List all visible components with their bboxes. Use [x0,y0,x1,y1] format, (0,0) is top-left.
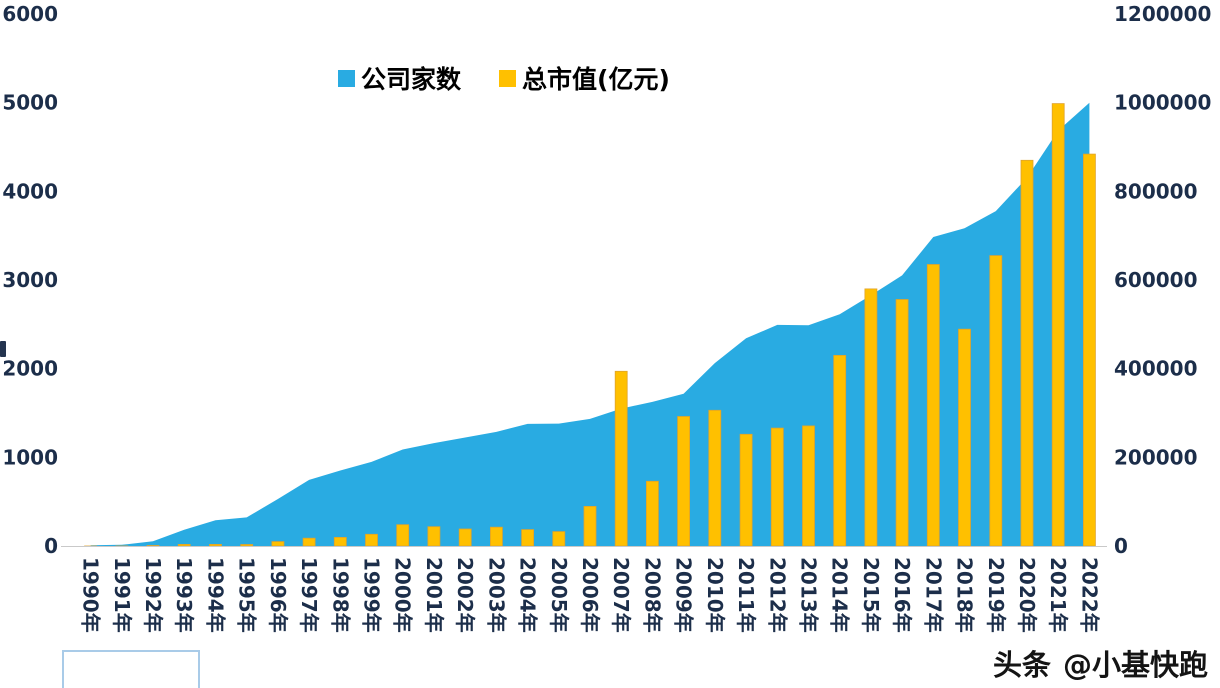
bar-marketcap-2006年 [583,505,597,547]
legend-item-marketcap: 总市值(亿元) [499,60,670,96]
bar-marketcap-2005年 [552,531,566,547]
bar-marketcap-2003年 [489,526,503,547]
bar-marketcap-2022年 [1083,153,1096,547]
bar-marketcap-2018年 [958,328,971,547]
x-axis-tick: 2011年 [734,557,758,633]
x-axis-tick: 2012年 [765,557,789,633]
bar-marketcap-2004年 [521,529,534,547]
bar-marketcap-1996年 [271,541,285,547]
x-axis-tick: 2003年 [484,557,508,633]
x-axis-tick: 2001年 [422,557,446,633]
x-axis-tick: 2016年 [890,557,914,633]
x-axis-tick: 2009年 [672,557,696,633]
x-axis-tick: 2010年 [703,557,727,633]
legend-label-companies: 公司家数 [361,65,462,94]
left-axis-tick: 0 [44,534,58,558]
right-axis-tick: 400000 [1114,357,1198,381]
x-axis-tick: 2015年 [859,557,883,633]
x-axis-tick: 2000年 [391,557,415,633]
x-axis-tick: 1996年 [266,557,290,633]
bar-marketcap-2010年 [708,409,722,547]
x-axis-tick: 2005年 [547,557,571,633]
x-axis-tick: 2006年 [578,557,602,633]
chart-legend: 公司家数 总市值(亿元) [338,60,670,96]
bar-marketcap-2020年 [1020,159,1034,547]
x-axis-tick: 2022年 [1077,557,1101,633]
x-axis-tick: 1998年 [328,557,352,633]
x-axis-tick: 1992年 [141,557,165,633]
cropped-overlay-box [62,650,200,688]
x-axis-tick: 1997年 [297,557,321,633]
bar-marketcap-2007年 [614,370,628,547]
bar-marketcap-1999年 [365,533,378,547]
x-axis-tick: 2014年 [828,557,852,633]
x-axis-tick: 1990年 [79,557,103,633]
x-axis-tick: 1995年 [235,557,259,633]
x-axis-tick: 2002年 [453,557,477,633]
watermark-brand: 头条 [992,648,1051,682]
right-axis-tick: 200000 [1114,445,1198,469]
bar-marketcap-2015年 [864,288,878,547]
bar-marketcap-1997年 [302,537,316,547]
left-axis-tick: 3000 [2,268,58,292]
x-axis-tick: 2021年 [1046,557,1070,633]
watermark-handle: @小基快跑 [1062,648,1208,682]
x-axis-tick: 2017年 [921,557,945,633]
bar-marketcap-2014年 [833,354,847,547]
x-axis-tick: 1991年 [110,557,134,633]
bar-marketcap-2001年 [427,526,441,547]
bar-marketcap-2019年 [989,255,1003,547]
right-axis-tick: 1000000 [1114,91,1211,115]
bar-marketcap-2000年 [396,524,410,547]
bar-marketcap-2009年 [677,416,690,547]
legend-label-marketcap: 总市值(亿元) [522,65,670,94]
right-axis-tick: 800000 [1114,179,1198,203]
bar-marketcap-2012年 [770,427,784,547]
left-axis-tick: 6000 [2,2,58,26]
bar-marketcap-2017年 [926,264,940,547]
bar-marketcap-2013年 [802,425,815,547]
bar-marketcap-2002年 [458,528,472,547]
left-axis-tick: 4000 [2,179,58,203]
bar-marketcap-1995年 [240,544,254,547]
x-axis-tick: 2020年 [1015,557,1039,633]
left-axis-tick: 1000 [2,445,58,469]
bar-marketcap-1993年 [177,544,191,547]
bar-marketcap-2016年 [895,299,909,547]
left-axis-tick: 2000 [2,357,58,381]
watermark: 头条 @小基快跑 [993,642,1208,684]
x-axis-tick: 2019年 [984,557,1008,633]
x-axis-tick: 2004年 [516,557,540,633]
bar-marketcap-1994年 [209,544,222,547]
right-axis-tick: 1200000 [1114,2,1211,26]
legend-swatch-companies-icon [338,69,355,87]
bar-marketcap-1992年 [146,545,160,547]
left-axis-tick: 5000 [2,91,58,115]
x-axis-tick: 2013年 [797,557,821,633]
x-axis-tick: 2008年 [640,557,664,633]
bar-marketcap-2011年 [739,433,753,547]
bar-marketcap-2021年 [1051,103,1065,547]
right-axis-tick: 0 [1114,534,1128,558]
legend-item-companies: 公司家数 [338,60,461,96]
cropped-text-fragment [0,341,6,357]
bar-marketcap-2008年 [646,480,659,547]
right-axis-tick: 600000 [1114,268,1198,292]
x-axis-tick: 1994年 [204,557,228,633]
x-axis-tick: 2018年 [953,557,977,633]
x-axis-tick: 1993年 [172,557,196,633]
legend-swatch-marketcap-icon [499,69,517,87]
x-axis-tick: 2007年 [609,557,633,633]
x-axis-tick: 1999年 [360,557,384,633]
bar-marketcap-1998年 [333,537,347,547]
